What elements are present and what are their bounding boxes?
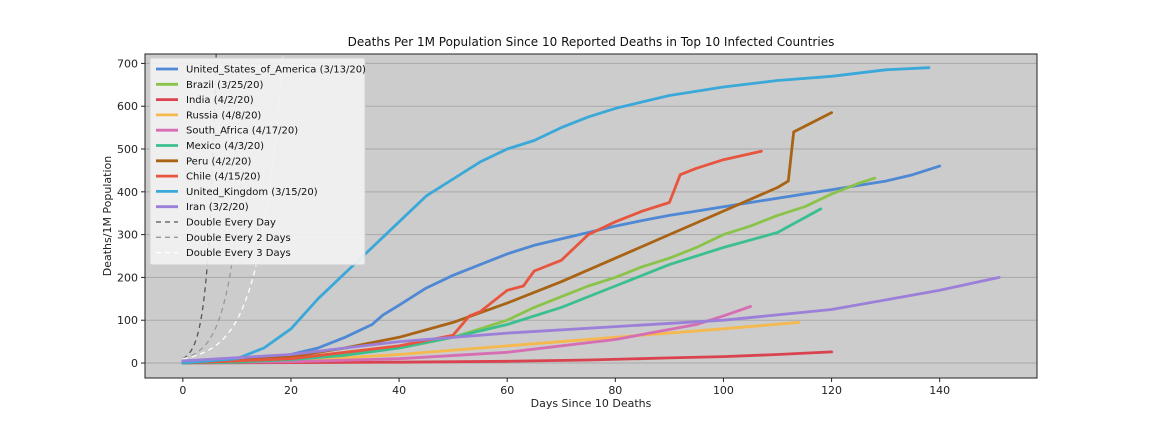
series-line <box>181 275 1001 363</box>
series-line <box>181 66 931 365</box>
legend-label: Double Every 2 Days <box>186 233 291 244</box>
y-tick-label: 400 <box>117 186 138 199</box>
legend-label: United_States_of_America (3/13/20) <box>186 65 366 76</box>
series-lines <box>181 54 1001 365</box>
x-tick-label: 0 <box>179 384 186 397</box>
legend-label: Chile (4/15/20) <box>186 172 261 183</box>
y-tick-label: 200 <box>117 271 138 284</box>
plot-frame <box>144 53 1038 379</box>
y-tick-label: 0 <box>131 357 138 370</box>
legend-box <box>149 57 366 266</box>
legend-label: South_Africa (4/17/20) <box>186 126 298 137</box>
y-tick-label: 700 <box>117 57 138 70</box>
axis-ticks: 0 100 200 300 400 500 600 700 0 20 40 60 80 100 120 140 <box>117 57 950 397</box>
chart-title: Deaths Per 1M Population Since 10 Report… <box>348 35 835 49</box>
x-tick-label: 60 <box>500 384 514 397</box>
series-line <box>181 305 752 365</box>
legend-label: Brazil (3/25/20) <box>186 80 264 91</box>
series-line <box>181 350 833 365</box>
x-tick-label: 140 <box>929 384 950 397</box>
legend-label: Russia (4/8/20) <box>186 110 261 121</box>
y-axis-label: Deaths/1M Population <box>101 156 114 277</box>
x-tick-label: 80 <box>608 384 622 397</box>
y-tick-label: 300 <box>117 229 138 242</box>
legend-label: Mexico (4/3/20) <box>186 141 264 152</box>
y-tick-label: 600 <box>117 100 138 113</box>
reference-line <box>182 54 251 360</box>
legend-label: Peru (4/2/20) <box>186 156 252 167</box>
x-axis-label: Days Since 10 Deaths <box>531 397 652 410</box>
y-tick-label: 500 <box>117 143 138 156</box>
x-tick-label: 40 <box>392 384 406 397</box>
reference-line <box>182 54 284 360</box>
x-tick-label: 20 <box>284 384 298 397</box>
legend: United_States_of_America (3/13/20) Brazil… <box>149 57 366 266</box>
legend-label: United_Kingdom (3/15/20) <box>186 187 318 198</box>
legend-label: India (4/2/20) <box>186 95 254 106</box>
x-tick-label: 120 <box>821 384 842 397</box>
series-line <box>181 164 942 365</box>
x-tick-label: 100 <box>713 384 734 397</box>
legend-label: Double Every Day <box>186 218 276 229</box>
legend-label: Double Every 3 Days <box>186 248 291 259</box>
y-tick-label: 100 <box>117 314 138 327</box>
legend-label: Iran (3/2/20) <box>186 202 249 213</box>
